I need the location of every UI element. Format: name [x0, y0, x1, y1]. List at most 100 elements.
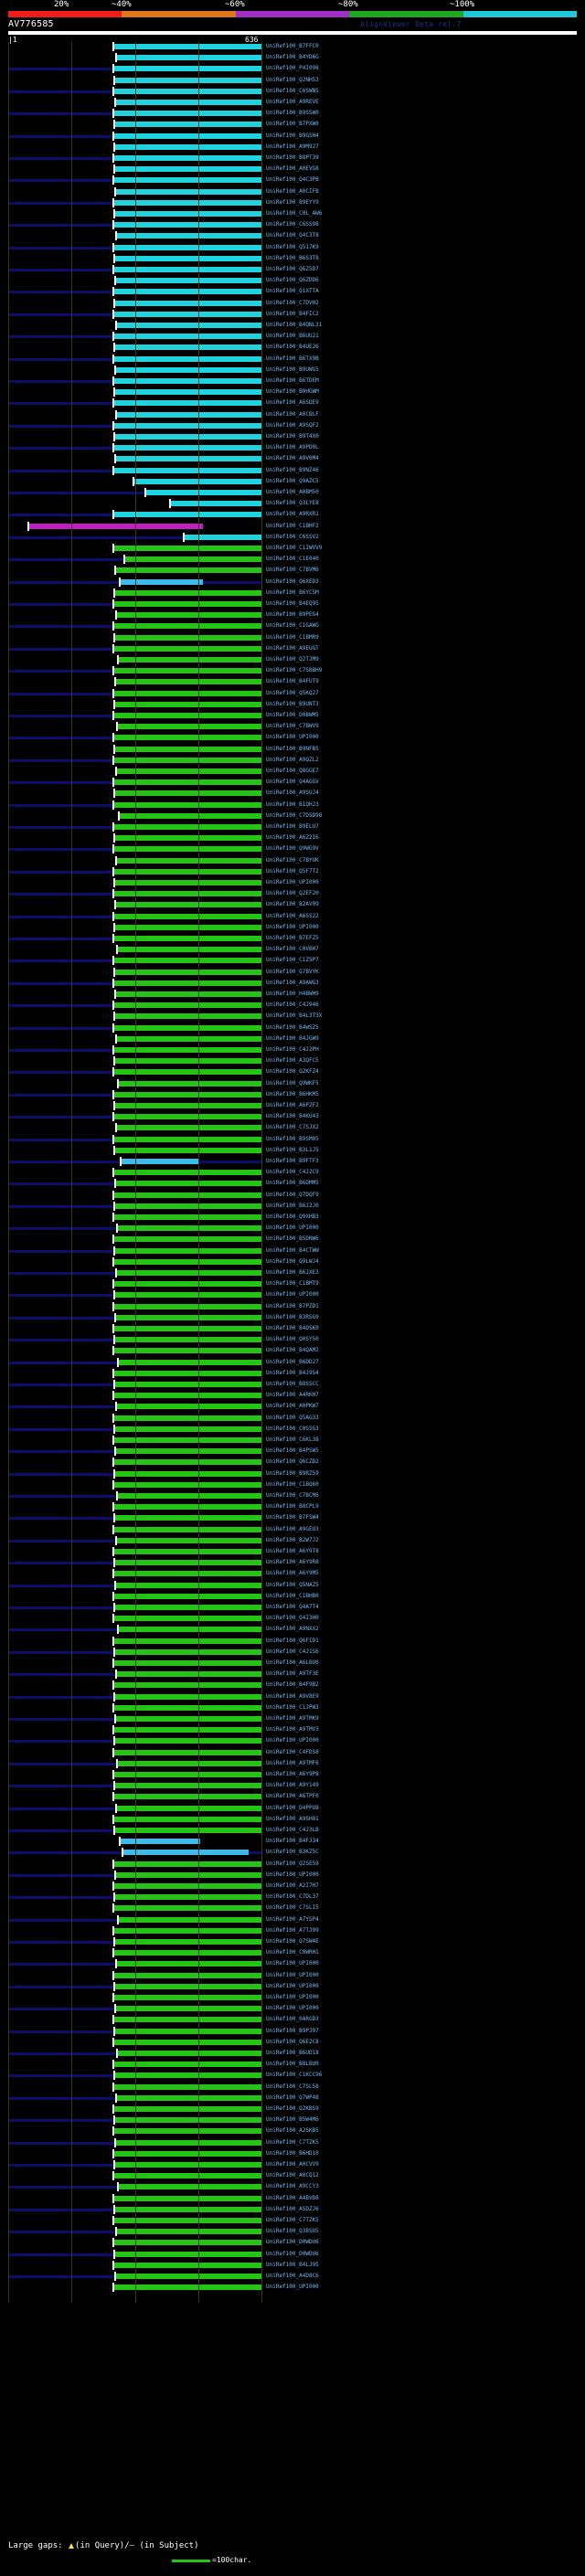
- alignment-row[interactable]: UniRef100_B5DNW6: [0, 1235, 585, 1245]
- sequence-id-label[interactable]: UniRef100_A6Y9M5: [266, 1570, 319, 1577]
- alignment-row[interactable]: UniRef100_A7TJ99: [0, 1925, 585, 1936]
- sequence-id-label[interactable]: UniRef100_A0PKW7: [266, 1403, 319, 1410]
- hsp-bar[interactable]: [114, 1860, 262, 1867]
- alignment-row[interactable]: UniRef100_B4J9S4: [0, 1368, 585, 1379]
- alignment-row[interactable]: UniRef100_C7SBBH9: [0, 666, 585, 676]
- sequence-id-label[interactable]: UniRef100_B2AV99: [266, 901, 319, 908]
- hsp-bar[interactable]: [116, 2139, 262, 2146]
- sequence-id-label[interactable]: UniRef100_Q4C3T8: [266, 232, 319, 239]
- sequence-id-label[interactable]: UniRef100_Q2KBS9: [266, 2105, 319, 2112]
- alignment-row[interactable]: UniRef100_C7D5D98: [0, 811, 585, 822]
- alignment-row[interactable]: UniRef100_B4L3T3X: [0, 1012, 585, 1022]
- hsp-bar[interactable]: [114, 2284, 262, 2291]
- hsp-bar[interactable]: [114, 2262, 262, 2268]
- hsp-bar[interactable]: [115, 255, 262, 261]
- alignment-row[interactable]: UniRef100_A9SUJ4: [0, 789, 585, 799]
- hsp-bar[interactable]: [117, 857, 262, 864]
- alignment-row[interactable]: UniRef100_0ARGD3: [0, 2015, 585, 2025]
- hsp-bar[interactable]: [114, 289, 262, 295]
- sequence-id-label[interactable]: UniRef100_B6DD27: [266, 1358, 319, 1365]
- hsp-bar[interactable]: [114, 546, 262, 551]
- sequence-id-label[interactable]: UniRef100_C1E040: [266, 556, 319, 563]
- sequence-id-label[interactable]: UniRef100_B9PEG4: [266, 611, 319, 619]
- alignment-row[interactable]: UniRef100_UPI000: [0, 733, 585, 743]
- alignment-row[interactable]: UniRef100_C1BQ60: [0, 1479, 585, 1490]
- hsp-bar[interactable]: [115, 2028, 262, 2034]
- sequence-id-label[interactable]: UniRef100_A9TMV3: [266, 1726, 319, 1733]
- hsp-bar[interactable]: [114, 1794, 262, 1800]
- hsp-bar[interactable]: [121, 578, 203, 585]
- hsp-bar[interactable]: [114, 1549, 262, 1554]
- alignment-row[interactable]: UniRef100_B6HD10: [0, 2148, 585, 2159]
- alignment-row[interactable]: UniRef100_B6UU21: [0, 332, 585, 342]
- hsp-bar[interactable]: [116, 991, 262, 997]
- alignment-row[interactable]: UniRef100_C1BMT9: [0, 1279, 585, 1289]
- sequence-id-label[interactable]: UniRef100_A6TPF0: [266, 1793, 319, 1800]
- hsp-bar[interactable]: [115, 2251, 262, 2257]
- alignment-row[interactable]: UniRef100_B9EYY9: [0, 197, 585, 208]
- hsp-bar[interactable]: [114, 1002, 262, 1009]
- alignment-row[interactable]: UniRef100_Q6E2C8: [0, 2037, 585, 2048]
- alignment-row[interactable]: UniRef100_B6TX9B: [0, 354, 585, 365]
- alignment-row[interactable]: UniRef100_Q4A7T4: [0, 1603, 585, 1613]
- sequence-id-label[interactable]: UniRef100_Q9AZC5: [266, 477, 319, 484]
- alignment-row[interactable]: UniRef100_Q9WG9V: [0, 844, 585, 854]
- alignment-row[interactable]: UniRef100_A9CCY3: [0, 2182, 585, 2192]
- alignment-row[interactable]: UniRef100_B2AV99: [0, 900, 585, 910]
- sequence-id-label[interactable]: UniRef100_A6SDE9: [266, 399, 319, 407]
- sequence-id-label[interactable]: UniRef100_A0CVV9: [266, 2161, 319, 2168]
- sequence-id-label[interactable]: UniRef100_Q7BVYK: [266, 968, 319, 975]
- sequence-id-label[interactable]: UniRef100_A4RKH7: [266, 1392, 319, 1399]
- hsp-bar[interactable]: [119, 1627, 262, 1633]
- alignment-row[interactable]: UniRef100_Q9LWJ4: [0, 1256, 585, 1267]
- alignment-row[interactable]: UniRef100_C1Z5P7: [0, 956, 585, 966]
- alignment-row[interactable]: UniRef100_A5DZJ6: [0, 2204, 585, 2215]
- sequence-id-label[interactable]: UniRef100_B6DMM5: [266, 1180, 319, 1187]
- sequence-id-label[interactable]: UniRef100_B4CTWW: [266, 1246, 319, 1254]
- hsp-bar[interactable]: [117, 1270, 262, 1276]
- hsp-bar[interactable]: [114, 267, 262, 272]
- hsp-bar[interactable]: [116, 456, 262, 462]
- alignment-row[interactable]: UniRef100_Q2SE59: [0, 1859, 585, 1870]
- alignment-row[interactable]: UniRef100_A7YSP4: [0, 1914, 585, 1925]
- hsp-bar[interactable]: [114, 155, 262, 161]
- sequence-id-label[interactable]: UniRef100_Q6XED3: [266, 578, 319, 585]
- hsp-bar[interactable]: [115, 589, 262, 596]
- hsp-bar[interactable]: [115, 701, 262, 707]
- sequence-id-label[interactable]: UniRef100_B5DNW6: [266, 1235, 319, 1243]
- hsp-bar[interactable]: [118, 1760, 262, 1766]
- hsp-bar[interactable]: [114, 1024, 262, 1031]
- hsp-bar[interactable]: [115, 122, 262, 128]
- alignment-row[interactable]: UniRef100_B5W4M6: [0, 2115, 585, 2125]
- alignment-row[interactable]: UniRef100_P4I098: [0, 64, 585, 74]
- hsp-bar[interactable]: [114, 1593, 262, 1599]
- alignment-row[interactable]: UniRef100_B4DSK0: [0, 1324, 585, 1334]
- alignment-row[interactable]: UniRef100_Q1XTTA: [0, 287, 585, 297]
- alignment-row[interactable]: UniRef100_Q2KBS9: [0, 2104, 585, 2115]
- alignment-row[interactable]: UniRef100_C6KL38: [0, 1436, 585, 1446]
- alignment-row[interactable]: UniRef100_C7BYUK: [0, 855, 585, 866]
- alignment-row[interactable]: UniRef100_UPI000: [0, 1959, 585, 1969]
- sequence-id-label[interactable]: UniRef100_B6UD18: [266, 2050, 319, 2056]
- sequence-id-label[interactable]: UniRef100_A9TF3E: [266, 1670, 319, 1678]
- sequence-id-label[interactable]: UniRef100_C0VBH7: [266, 946, 319, 953]
- sequence-id-label[interactable]: UniRef100_C7DL37: [266, 1893, 319, 1901]
- sequence-id-label[interactable]: UniRef100_C1IWVV9: [266, 545, 323, 551]
- alignment-row[interactable]: UniRef100_B9SM05: [0, 1134, 585, 1145]
- alignment-row[interactable]: UniRef100_C4J3LB: [0, 1826, 585, 1836]
- hsp-bar[interactable]: [119, 2184, 262, 2190]
- alignment-row[interactable]: UniRef100_B9ELU7: [0, 822, 585, 832]
- sequence-id-label[interactable]: UniRef100_Q6ZDD6: [266, 277, 319, 284]
- sequence-id-label[interactable]: UniRef100_B7FFC0: [266, 43, 319, 49]
- sequence-id-label[interactable]: UniRef100_B4L3T3X: [266, 1012, 323, 1020]
- hsp-bar[interactable]: [114, 1727, 262, 1733]
- alignment-row[interactable]: UniRef100_A6Y9P8: [0, 1770, 585, 1780]
- hsp-bar[interactable]: [117, 1035, 262, 1042]
- alignment-row[interactable]: UniRef100_A4BVD8: [0, 2193, 585, 2204]
- hsp-bar[interactable]: [117, 612, 262, 619]
- sequence-id-label[interactable]: UniRef100_UPI000: [266, 1737, 319, 1744]
- sequence-id-label[interactable]: UniRef100_A4D8C6: [266, 2273, 319, 2279]
- sequence-id-label[interactable]: UniRef100_B1QHJ3: [266, 800, 319, 808]
- sequence-id-label[interactable]: UniRef100_B4YD6G: [266, 54, 319, 61]
- hsp-bar[interactable]: [115, 1648, 262, 1655]
